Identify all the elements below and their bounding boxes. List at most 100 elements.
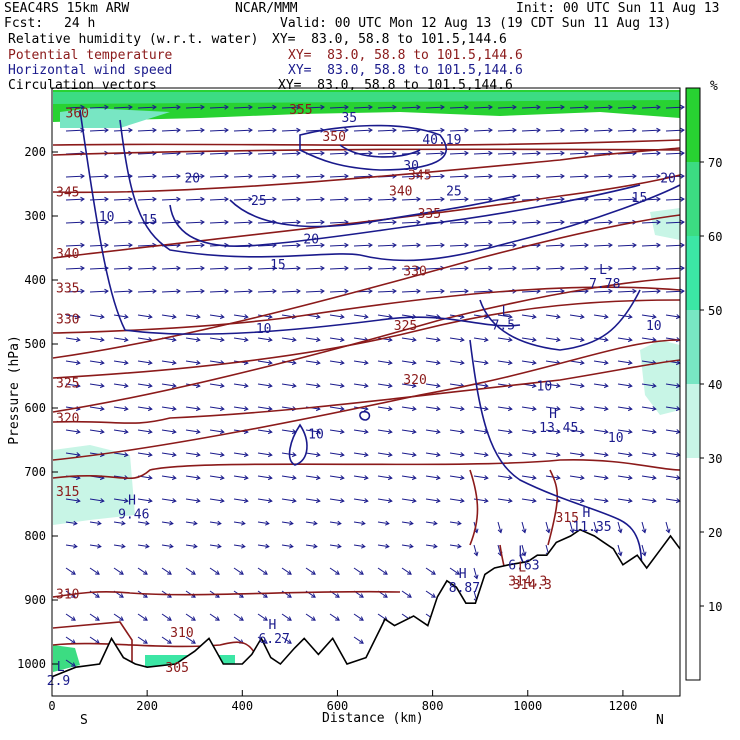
vector-head <box>456 543 462 549</box>
circulation-vector <box>473 106 493 109</box>
vector-head <box>224 150 229 156</box>
vector-head <box>435 337 441 343</box>
circulation-vector <box>185 452 200 456</box>
circulation-vector <box>137 521 149 525</box>
circulation-vector <box>545 267 565 270</box>
circulation-vector <box>113 452 128 456</box>
vector-head <box>555 337 561 343</box>
circulation-vector <box>641 521 646 533</box>
circulation-vector <box>377 129 397 132</box>
vector-head <box>264 520 270 526</box>
theta-contour-line <box>52 139 681 147</box>
vector-head <box>291 337 297 343</box>
vector-head <box>627 406 633 412</box>
vector-head <box>507 337 513 343</box>
circulation-vector <box>377 198 397 201</box>
circulation-vector <box>185 613 196 621</box>
vector-head <box>363 360 369 366</box>
circulation-vector <box>305 383 320 387</box>
theta-contour-line <box>52 174 681 259</box>
circulation-vector <box>521 452 536 456</box>
circulation-vector <box>449 198 469 201</box>
circulation-vector <box>617 198 637 201</box>
vector-head <box>560 173 565 179</box>
circulation-vector <box>665 267 685 270</box>
vector-head <box>315 360 321 366</box>
vector-head <box>473 551 479 557</box>
vector-head <box>320 104 325 110</box>
vector-head <box>392 242 397 248</box>
circulation-vector <box>617 383 632 387</box>
circulation-vector <box>401 567 412 575</box>
circulation-vector <box>305 198 325 201</box>
vector-head <box>272 173 277 179</box>
vector-head <box>392 288 397 294</box>
circulation-vector <box>377 544 389 548</box>
circulation-vector <box>641 175 661 178</box>
vector-head <box>219 406 225 412</box>
vector-head <box>147 429 153 435</box>
model-title: SEAC4RS 15km ARW <box>4 1 130 16</box>
circulation-vector <box>113 314 128 318</box>
vector-head <box>680 104 685 110</box>
theta-label: 310 <box>170 626 193 641</box>
circulation-vector <box>233 337 248 341</box>
circulation-vector <box>257 267 277 270</box>
y-tick-label: 200 <box>24 145 46 159</box>
vector-head <box>363 314 369 320</box>
vector-head <box>627 498 633 504</box>
vector-head <box>224 127 229 133</box>
speed-label: 10 <box>256 322 272 337</box>
vector-head <box>123 406 129 412</box>
vector-head <box>75 360 81 366</box>
circulation-vector <box>137 267 157 270</box>
circulation-vector <box>113 383 128 387</box>
vector-head <box>488 150 493 156</box>
vector-head <box>483 475 489 481</box>
circulation-vector <box>545 314 560 318</box>
vector-head <box>291 498 297 504</box>
circulation-vector <box>209 475 224 479</box>
circulation-vector <box>113 244 133 247</box>
circulation-vector <box>89 106 109 109</box>
circulation-vector <box>257 152 277 155</box>
vector-head <box>656 219 661 225</box>
vector-head <box>104 173 109 179</box>
vector-head <box>627 383 633 389</box>
vector-head <box>579 314 585 320</box>
circulation-vector <box>161 106 181 109</box>
circulation-vector <box>353 475 368 479</box>
circulation-vector <box>425 244 445 247</box>
circulation-vector <box>401 244 421 247</box>
circulation-vector <box>161 129 181 132</box>
circulation-vector <box>89 498 104 502</box>
vector-head <box>603 406 609 412</box>
vector-head <box>200 219 205 225</box>
circulation-vector <box>353 360 368 364</box>
vector-head <box>368 150 373 156</box>
vector-head <box>71 616 76 621</box>
circulation-vector <box>233 129 253 132</box>
circulation-vector <box>209 452 224 456</box>
vector-head <box>104 219 109 225</box>
vector-head <box>144 520 150 526</box>
vector-head <box>123 360 129 366</box>
vector-head <box>608 127 613 133</box>
circulation-vector <box>209 613 220 621</box>
vector-head <box>176 288 181 294</box>
circulation-vector <box>89 221 109 224</box>
vector-head <box>128 219 133 225</box>
vector-head <box>143 639 148 644</box>
circulation-vector <box>593 314 608 318</box>
vector-head <box>267 429 273 435</box>
circulation-vector <box>89 429 104 433</box>
circulation-vector <box>497 360 512 364</box>
vector-head <box>411 360 417 366</box>
vector-head <box>171 360 177 366</box>
x-tick-label: 600 <box>327 699 349 713</box>
circulation-vector <box>65 452 80 456</box>
circulation-vector <box>305 337 320 341</box>
circulation-vector <box>449 290 469 293</box>
vector-head <box>267 360 273 366</box>
